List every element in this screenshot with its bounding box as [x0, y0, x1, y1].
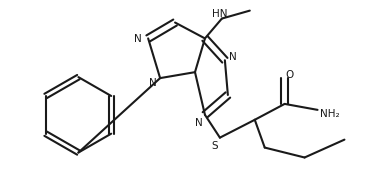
Text: N: N	[229, 52, 237, 62]
Text: N: N	[195, 118, 203, 128]
Text: HN: HN	[212, 9, 228, 19]
Text: O: O	[285, 70, 294, 80]
Text: NH₂: NH₂	[320, 109, 339, 119]
Text: S: S	[211, 141, 218, 151]
Text: N: N	[134, 34, 142, 44]
Text: N: N	[149, 78, 157, 88]
